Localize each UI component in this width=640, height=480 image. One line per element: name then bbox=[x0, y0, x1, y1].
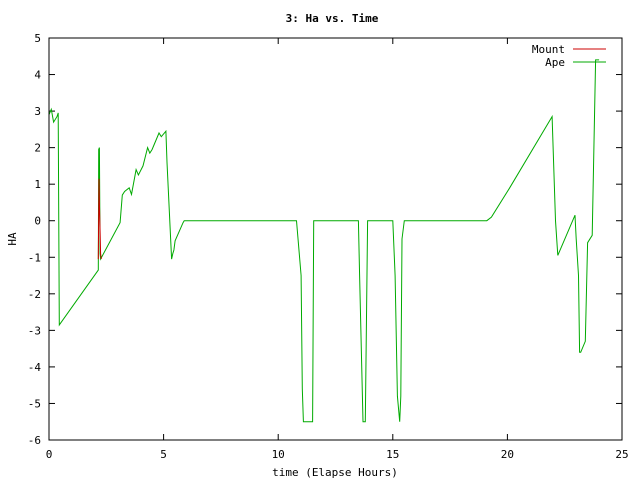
y-tick-label: 2 bbox=[34, 142, 41, 155]
series-line-ape bbox=[48, 59, 600, 423]
legend-label-mount: Mount bbox=[532, 43, 565, 56]
y-tick-label: -6 bbox=[28, 434, 41, 447]
y-tick-label: 0 bbox=[34, 215, 41, 228]
x-tick-label: 20 bbox=[501, 448, 514, 461]
y-tick-label: 3 bbox=[34, 105, 41, 118]
x-tick-label: 25 bbox=[615, 448, 628, 461]
y-tick-label: 4 bbox=[34, 69, 41, 82]
x-ticks: 0 5 10 15 20 25 bbox=[46, 38, 629, 461]
x-tick-label: 0 bbox=[46, 448, 53, 461]
y-tick-label: -5 bbox=[28, 397, 41, 410]
series-line-mount bbox=[97, 178, 102, 260]
x-tick-label: 5 bbox=[160, 448, 167, 461]
x-axis-label: time (Elapse Hours) bbox=[272, 466, 398, 479]
x-tick-label: 10 bbox=[272, 448, 285, 461]
legend-label-ape: Ape bbox=[545, 56, 565, 69]
y-tick-label: -3 bbox=[28, 324, 41, 337]
y-ticks: -6 -5 -4 -3 -2 -1 0 1 2 3 4 5 bbox=[28, 32, 622, 447]
y-tick-label: -2 bbox=[28, 288, 41, 301]
y-tick-label: 5 bbox=[34, 32, 41, 45]
x-tick-label: 15 bbox=[386, 448, 399, 461]
plot-frame bbox=[48, 37, 623, 441]
y-tick-label: -1 bbox=[28, 251, 41, 264]
plot-area bbox=[48, 59, 600, 423]
y-tick-label: 1 bbox=[34, 178, 41, 191]
y-tick-label: -4 bbox=[28, 361, 42, 374]
y-axis-label: HA bbox=[6, 232, 19, 246]
chart-title: 3: Ha vs. Time bbox=[286, 12, 379, 25]
